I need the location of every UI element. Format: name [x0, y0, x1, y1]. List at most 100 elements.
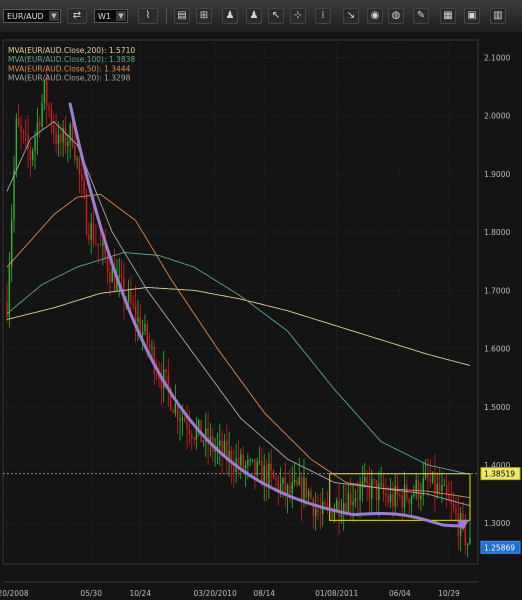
candle-body — [165, 369, 167, 374]
pan-icon[interactable]: ♟ — [246, 8, 262, 24]
pencil-icon[interactable]: ◍ — [388, 8, 404, 24]
palette-icon[interactable]: ↘ — [343, 8, 359, 24]
annotations — [68, 102, 471, 531]
candle-body — [74, 145, 76, 160]
candle-body — [366, 476, 368, 484]
candle — [223, 433, 226, 457]
candle — [36, 107, 39, 156]
candle — [268, 452, 270, 499]
candle-body — [359, 486, 361, 500]
candle — [420, 483, 422, 512]
candle — [240, 448, 242, 480]
candle-body — [219, 440, 221, 446]
candle — [422, 462, 424, 506]
candle-body — [32, 150, 34, 161]
candle-body — [237, 458, 240, 466]
candle — [373, 478, 375, 485]
candle — [198, 418, 200, 437]
candle — [296, 476, 298, 488]
timeframe-select[interactable]: W1 ▼ — [94, 9, 128, 23]
bar-chart-icon[interactable]: ⌇ — [138, 8, 158, 24]
screenshot-icon[interactable]: ▣ — [464, 8, 480, 24]
candle-body — [268, 463, 270, 487]
candle-body — [195, 428, 198, 440]
candle-body — [57, 134, 60, 144]
template-icon[interactable]: ✎ — [413, 8, 429, 24]
chevron-down-icon[interactable]: ▼ — [116, 11, 126, 21]
candle — [249, 457, 251, 467]
candle-body — [172, 410, 174, 414]
candle-body — [174, 403, 177, 414]
chevron-down-icon[interactable]: ▼ — [49, 11, 59, 21]
candle — [319, 492, 322, 530]
candle — [69, 121, 71, 159]
candle — [312, 496, 315, 529]
crosshair-icon[interactable]: ⊞ — [196, 8, 212, 24]
candle — [90, 213, 92, 254]
candle-body — [263, 466, 265, 486]
candle-body — [350, 492, 352, 506]
candle — [62, 120, 64, 157]
candle-body — [230, 450, 233, 468]
candle-body — [6, 302, 8, 317]
candle-body — [324, 502, 326, 505]
candle-body — [97, 243, 99, 246]
candle — [272, 468, 275, 480]
chart-type-icon[interactable]: ⇄ — [67, 8, 87, 24]
candle-body — [144, 323, 146, 332]
cursor-icon[interactable]: ♟ — [222, 8, 238, 24]
candle-body — [352, 501, 354, 506]
settings-icon[interactable]: ◉ — [367, 8, 383, 24]
candle-body — [202, 441, 205, 443]
symbol-select[interactable]: EUR/AUD ▼ — [3, 9, 61, 23]
candle — [375, 479, 378, 512]
y-tick-label: 1.4000 — [484, 461, 510, 470]
candle — [46, 66, 48, 125]
candle — [286, 483, 289, 514]
candle-body — [193, 438, 195, 440]
candle-body — [293, 480, 296, 483]
candle — [345, 482, 347, 517]
candle-body — [340, 514, 343, 518]
candle-body — [25, 132, 27, 135]
candle-body — [34, 137, 36, 151]
zoom-icon[interactable]: ▤ — [174, 8, 190, 24]
candle-body — [464, 519, 467, 546]
price-chart[interactable]: 2.1000 2.0000 1.9000 1.8000 1.7000 1.6000 1.50… — [0, 32, 522, 600]
candle-body — [155, 374, 158, 376]
candle — [448, 481, 450, 502]
candle — [15, 113, 18, 178]
candle — [251, 459, 254, 463]
candle — [50, 102, 53, 134]
candle-body — [76, 158, 78, 160]
candle — [389, 478, 392, 508]
more-icon[interactable]: ▥ — [490, 8, 506, 24]
candle — [413, 484, 415, 499]
legend-entry: MVA(EUR/AUD.Close,20): 1.3298 — [8, 74, 131, 83]
indicator-icon[interactable]: ⁞ — [315, 8, 331, 24]
candle-body — [443, 484, 445, 486]
candle — [436, 472, 438, 499]
candle-body — [123, 277, 125, 302]
candle-body — [141, 331, 144, 336]
candle — [263, 454, 265, 501]
candle-body — [78, 158, 81, 175]
candle-body — [452, 503, 455, 509]
export-icon[interactable]: ▦ — [440, 8, 456, 24]
candle-body — [368, 483, 371, 499]
candle — [233, 449, 235, 489]
text-icon[interactable]: ↖ — [268, 8, 284, 24]
candle-body — [275, 478, 277, 480]
y-tick-label: 2.0000 — [484, 112, 510, 121]
candle — [139, 304, 141, 338]
ma50-line — [6, 193, 471, 499]
candle-body — [214, 449, 216, 452]
candle-body — [233, 467, 235, 473]
candle — [106, 253, 109, 284]
candle-body — [279, 483, 282, 493]
toolbar: EUR/AUD ▼ ⇄ W1 ▼ ⌇ ▤ ⊞ ♟ ♟ ↖ ⊹ ⁞ ↘ ◉ ◍ ✎… — [0, 0, 522, 33]
legend: MVA(EUR/AUD.Close,200): 1.5710MVA(EUR/AU… — [8, 46, 135, 83]
line-icon[interactable]: ⊹ — [290, 8, 306, 24]
candle — [195, 416, 198, 450]
candle-body — [270, 463, 272, 471]
